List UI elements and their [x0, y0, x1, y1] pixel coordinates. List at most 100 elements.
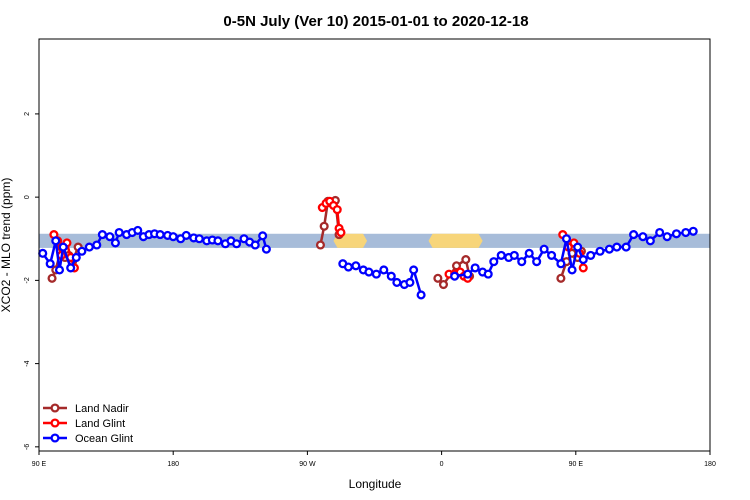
- ocean-glint-point: [517, 257, 527, 267]
- ocean-glint-point: [450, 271, 460, 281]
- ocean-glint-point: [71, 252, 81, 263]
- x-tick-label: 90 E: [569, 461, 584, 468]
- ocean-glint-point: [38, 248, 48, 258]
- ocean-glint-point: [532, 257, 542, 267]
- ocean-glint-point: [483, 269, 493, 279]
- plot-frame: [38, 38, 711, 452]
- ocean-glint-point: [351, 261, 361, 271]
- land-nadir-point: [556, 273, 566, 283]
- x-axis: 90 E 180 90 W 0 90 E 180: [32, 451, 716, 468]
- band-highlight-2: [428, 233, 483, 248]
- land-glint-point: [336, 227, 346, 238]
- land-nadir-point: [433, 273, 443, 283]
- ocean-glint-point: [84, 242, 94, 252]
- ocean-glint-point: [379, 265, 389, 275]
- land-nadir-point: [315, 240, 325, 250]
- y-tick-label: 0: [24, 195, 31, 199]
- ocean-glint-point: [561, 234, 572, 244]
- ocean-glint-point: [97, 230, 107, 240]
- legend-label: Land Nadir: [75, 403, 129, 415]
- ocean-glint-point: [213, 236, 223, 246]
- ocean-glint-segment: [565, 238, 574, 271]
- land-nadir-point: [438, 279, 449, 290]
- x-tick-label: 90 E: [32, 461, 47, 468]
- legend-item-land-nadir: Land Nadir: [43, 403, 129, 415]
- series-ocean-glint: [38, 225, 698, 300]
- legend-label: Ocean Glint: [75, 433, 133, 445]
- ocean-glint-point: [114, 227, 124, 238]
- ocean-glint-point: [539, 244, 549, 254]
- ocean-glint-point: [645, 236, 655, 246]
- ocean-glint-point: [509, 250, 519, 260]
- ocean-glint-point: [261, 244, 271, 254]
- ocean-glint-point: [155, 230, 165, 240]
- ocean-glint-point: [573, 242, 583, 252]
- land-glint-point: [578, 263, 588, 273]
- ocean-glint-point: [586, 250, 596, 260]
- ocean-glint-point: [51, 236, 61, 246]
- ocean-glint-point: [681, 227, 691, 238]
- legend-marker: [50, 418, 60, 428]
- chart-title: 0-5N July (Ver 10) 2015-01-01 to 2020-12…: [223, 13, 528, 30]
- ocean-glint-point: [343, 262, 353, 272]
- x-tick-label: 90 W: [299, 461, 316, 468]
- ocean-glint-point: [110, 238, 120, 248]
- legend-item-land-glint: Land Glint: [43, 418, 125, 430]
- legend-item-ocean-glint: Ocean Glint: [43, 433, 133, 445]
- x-tick-label: 0: [440, 461, 444, 468]
- ocean-glint-point: [386, 271, 396, 281]
- y-tick-label: 2: [24, 112, 31, 116]
- ocean-glint-point: [556, 259, 566, 269]
- ocean-glint-point: [105, 232, 115, 242]
- ocean-glint-point: [258, 231, 268, 241]
- ocean-glint-point: [638, 232, 648, 242]
- ocean-glint-point: [621, 242, 631, 252]
- ocean-glint-point: [133, 225, 143, 235]
- ocean-glint-point: [688, 226, 698, 236]
- ocean-glint-point: [364, 267, 374, 277]
- ocean-glint-point: [489, 257, 499, 267]
- ocean-glint-point: [77, 246, 87, 256]
- ocean-glint-point: [524, 248, 534, 258]
- ocean-glint-point: [463, 269, 473, 279]
- legend-label: Land Glint: [75, 418, 125, 430]
- ocean-glint-point: [45, 259, 55, 269]
- ocean-glint-point: [409, 265, 419, 275]
- series-layer: [38, 195, 698, 300]
- ocean-glint-point: [66, 263, 76, 273]
- ocean-glint-point: [578, 255, 588, 265]
- x-axis-label: Longitude: [349, 477, 402, 491]
- ocean-glint-point: [604, 244, 614, 254]
- ocean-glint-point: [232, 239, 242, 249]
- ocean-glint-point: [168, 232, 178, 242]
- ocean-glint-point: [194, 234, 204, 244]
- land-nadir-point: [47, 273, 57, 283]
- land-nadir-point: [461, 255, 471, 265]
- ocean-glint-point: [470, 263, 480, 273]
- ocean-glint-point: [547, 250, 557, 260]
- ocean-glint-point: [629, 230, 639, 240]
- ocean-glint-point: [181, 230, 191, 240]
- ocean-glint-point: [567, 265, 577, 275]
- legend-marker: [50, 433, 60, 443]
- ocean-glint-point: [58, 242, 68, 252]
- x-tick-label: 180: [167, 461, 179, 468]
- ocean-glint-point: [54, 265, 65, 275]
- legend: Land Nadir Land Glint Ocean Glint: [43, 403, 133, 445]
- y-tick-label: -2: [24, 277, 31, 283]
- ocean-glint-point: [250, 240, 260, 250]
- ocean-glint-point: [416, 290, 426, 300]
- y-tick-label: -4: [24, 360, 31, 366]
- ocean-glint-point: [655, 227, 665, 238]
- ocean-glint-point: [662, 232, 672, 242]
- ocean-glint-point: [496, 250, 506, 260]
- y-tick-label: -6: [24, 444, 31, 450]
- ocean-glint-point: [405, 277, 415, 288]
- land-nadir-point: [319, 221, 329, 231]
- x-tick-label: 180: [704, 461, 716, 468]
- y-axis: 2 0 -2 -4 -6: [24, 112, 39, 450]
- ocean-glint-point: [392, 277, 402, 288]
- ocean-glint-point: [371, 269, 381, 279]
- ocean-glint-point: [595, 246, 605, 256]
